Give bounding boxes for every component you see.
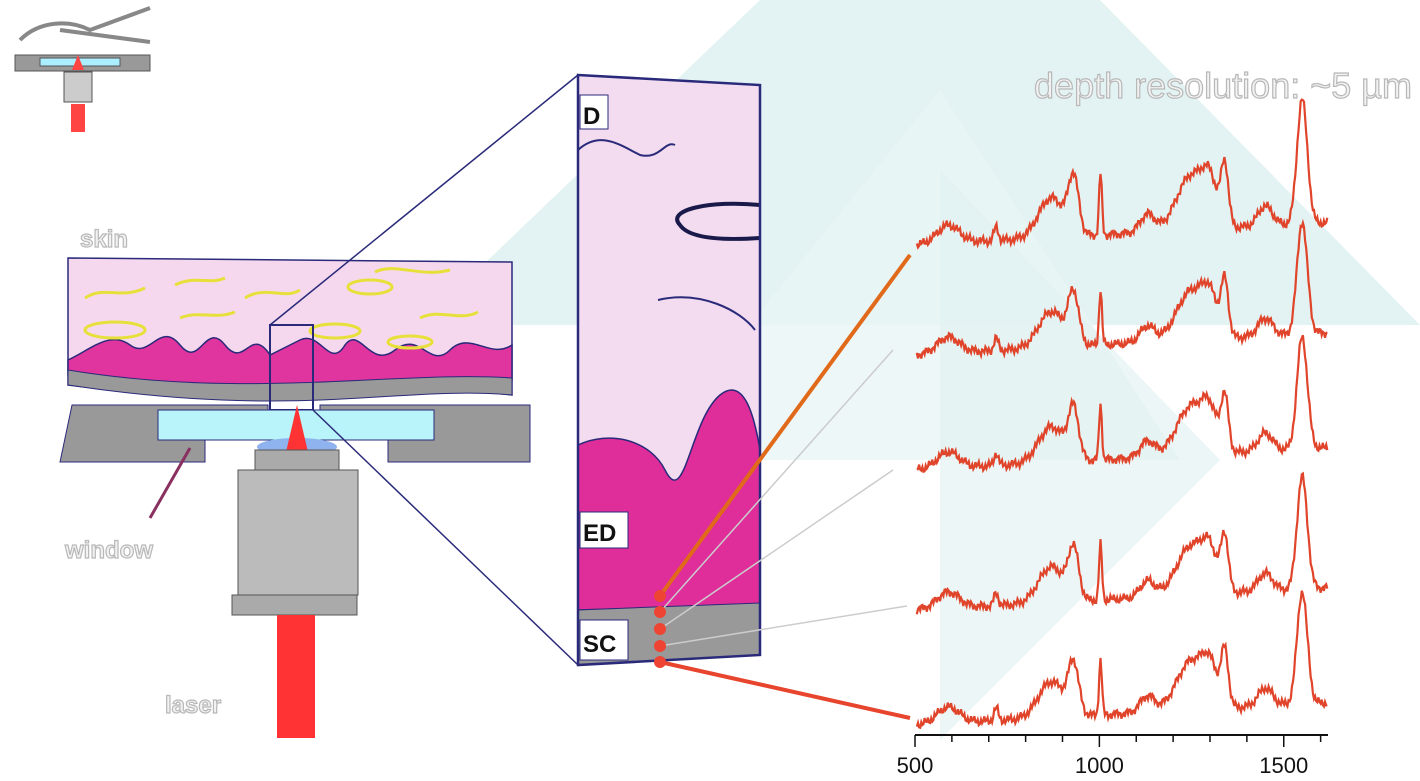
depth-dot xyxy=(654,656,666,668)
tick-label: 1500 xyxy=(1259,753,1308,778)
connector xyxy=(659,605,908,647)
depth-dot xyxy=(654,590,666,602)
connector xyxy=(658,253,912,598)
skin-block xyxy=(67,257,513,411)
skin-label: skin xyxy=(80,226,128,253)
background-shape xyxy=(940,170,1220,740)
depth-dot xyxy=(654,623,666,635)
icon xyxy=(14,6,151,132)
connector xyxy=(659,660,911,720)
laser-label: laser xyxy=(165,692,221,719)
depth-dot xyxy=(654,606,666,618)
title: depth resolution: ~5 µm xyxy=(1034,65,1412,106)
zoom-line xyxy=(269,74,579,326)
depth-dot xyxy=(654,640,666,652)
spectra xyxy=(654,98,1329,730)
spectrum xyxy=(916,334,1329,474)
layer-label: ED xyxy=(583,520,616,547)
spectrum xyxy=(915,471,1329,615)
objective xyxy=(231,449,359,738)
zoom-line xyxy=(312,409,579,666)
connector xyxy=(659,469,894,630)
spectrum xyxy=(915,98,1329,250)
tick-label: 1000 xyxy=(1075,753,1124,778)
arrow xyxy=(148,447,192,519)
layer-label: D xyxy=(583,103,600,130)
spectrum xyxy=(915,590,1328,730)
window-label: window xyxy=(64,537,153,564)
spectrum xyxy=(915,218,1328,360)
zoom-column xyxy=(576,73,762,667)
layer-label: SC xyxy=(583,631,616,658)
connector xyxy=(659,349,894,613)
tick-label: 500 xyxy=(897,753,934,778)
x-axis: 500 1000 1500 xyxy=(897,734,1328,778)
